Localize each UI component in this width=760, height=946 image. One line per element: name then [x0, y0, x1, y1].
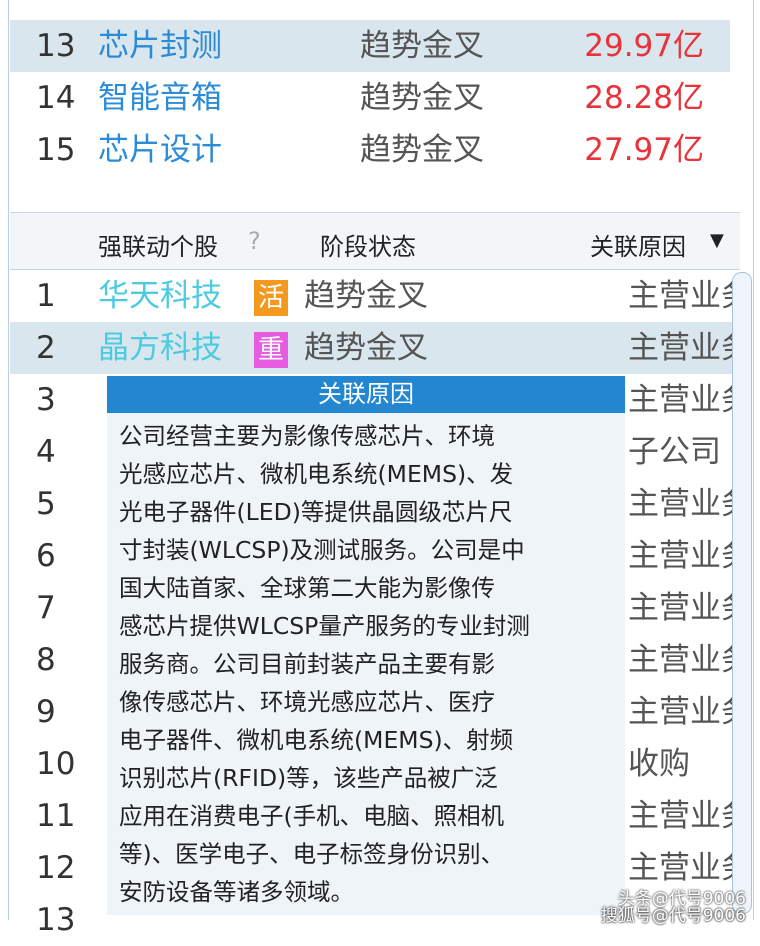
stock-name: 华天科技 — [98, 278, 222, 314]
sector-name: 芯片设计 — [98, 132, 222, 168]
stock-row[interactable]: 1 华天科技活趋势金叉 主营业务 — [10, 270, 752, 322]
stock-row[interactable]: 5 主营业务 — [10, 478, 752, 530]
reason: 主营业务 — [628, 798, 752, 834]
tooltip-body: 公司经营主要为影像传感芯片、环境 光感应芯片、微机电系统(MEMS)、发 光电子器件… — [107, 413, 625, 915]
tooltip-line: 公司经营主要为影像传感芯片、环境 — [119, 422, 495, 450]
stock-row[interactable]: 6 主营业务 — [10, 530, 752, 582]
sector-row[interactable]: 14 智能音箱 趋势金叉 28.28亿 — [10, 72, 730, 124]
rank: 13 — [36, 902, 76, 938]
col-reason[interactable]: 关联原因 — [590, 233, 686, 261]
stock-row[interactable]: 3 主营业务 — [10, 374, 752, 426]
reason: 主营业务 — [628, 486, 752, 522]
stock-row[interactable]: 11 主营业务 — [10, 790, 752, 842]
rank: 12 — [36, 850, 76, 886]
stock-row[interactable]: 4 子公司 — [10, 426, 752, 478]
stock-tag: 活 — [254, 280, 288, 316]
stock-name: 晶方科技 — [98, 330, 222, 366]
rank: 10 — [36, 746, 76, 782]
status: 趋势金叉 — [360, 28, 484, 64]
reason: 主营业务 — [628, 538, 752, 574]
stock-row[interactable]: 9 主营业务 — [10, 686, 752, 738]
watermark: 头条@代号9006 — [617, 889, 746, 909]
rank: 4 — [36, 434, 56, 470]
col-stock[interactable]: 强联动个股 — [98, 233, 218, 261]
tooltip-line: 电子器件、微机电系统(MEMS)、射频 — [119, 726, 514, 754]
tooltip-line: 国大陆首家、全球第二大能为影像传 — [119, 574, 495, 602]
panel-frame — [8, 0, 754, 920]
stock-row[interactable]: 10 收购 — [10, 738, 752, 790]
stock-tag: 重 — [254, 332, 288, 368]
stock-row[interactable]: 2 晶方科技重趋势金叉 主营业务 — [10, 322, 752, 374]
reason: 主营业务 — [628, 590, 752, 626]
chevron-down-icon[interactable]: ▼ — [710, 230, 724, 251]
help-icon[interactable]: ? — [248, 227, 261, 255]
sector-name: 智能音箱 — [98, 80, 222, 116]
stock-row[interactable]: 7 主营业务 — [10, 582, 752, 634]
stock-row[interactable]: 12 主营业务 — [10, 842, 752, 894]
status: 趋势金叉 — [360, 132, 484, 168]
rank: 1 — [36, 278, 56, 314]
status: 趋势金叉 — [360, 80, 484, 116]
reason: 主营业务 — [628, 278, 752, 314]
rank: 9 — [36, 694, 56, 730]
sector-name: 芯片封测 — [98, 28, 222, 64]
sector-row[interactable]: 15 芯片设计 趋势金叉 27.97亿 — [10, 124, 730, 176]
tooltip-line: 光感应芯片、微机电系统(MEMS)、发 — [119, 460, 514, 488]
tooltip-line: 安防设备等诸多领域。 — [119, 878, 354, 906]
tooltip-title: 关联原因 — [107, 376, 625, 413]
reason: 主营业务 — [628, 694, 752, 730]
col-stage[interactable]: 阶段状态 — [320, 233, 416, 261]
tooltip-line: 服务商。公司目前封装产品主要有影 — [119, 650, 495, 678]
reason-tooltip: 关联原因 公司经营主要为影像传感芯片、环境 光感应芯片、微机电系统(MEMS)、发… — [107, 376, 625, 915]
rank: 15 — [36, 132, 76, 168]
tooltip-line: 应用在消费电子(手机、电脑、照相机 — [119, 802, 505, 830]
sector-row[interactable]: 13 芯片封测 趋势金叉 29.97亿 — [10, 20, 730, 72]
status: 趋势金叉 — [304, 278, 428, 314]
stock-row[interactable]: 8 主营业务 — [10, 634, 752, 686]
tooltip-line: 等)、医学电子、电子标签身份识别、 — [119, 840, 505, 868]
tooltip-line: 识别芯片(RFID)等，该些产品被广泛 — [119, 764, 498, 792]
reason: 收购 — [628, 746, 690, 782]
reason: 主营业务 — [628, 850, 752, 886]
status: 趋势金叉 — [304, 330, 428, 366]
tooltip-line: 寸封装(WLCSP)及测试服务。公司是中 — [119, 536, 525, 564]
tooltip-line: 感芯片提供WLCSP量产服务的专业封测 — [119, 612, 530, 640]
rank: 8 — [36, 642, 56, 678]
reason: 主营业务 — [628, 382, 752, 418]
amount: 28.28亿 — [584, 80, 704, 116]
rank: 6 — [36, 538, 56, 574]
reason: 子公司 — [628, 434, 721, 470]
watermark: 搜狐号@代号9006 — [600, 906, 746, 926]
rank: 5 — [36, 486, 56, 522]
rank: 2 — [36, 330, 56, 366]
rank: 7 — [36, 590, 56, 626]
reason: 主营业务 — [628, 642, 752, 678]
rank: 11 — [36, 798, 76, 834]
rank: 13 — [36, 28, 76, 64]
tooltip-line: 光电子器件(LED)等提供晶圆级芯片尺 — [119, 498, 513, 526]
stock-list-header: 强联动个股 ? 阶段状态 关联原因 ▼ — [10, 212, 740, 270]
rank: 14 — [36, 80, 76, 116]
reason: 主营业务 — [628, 330, 752, 366]
amount: 27.97亿 — [584, 132, 704, 168]
tooltip-line: 像传感芯片、环境光感应芯片、医疗 — [119, 688, 495, 716]
scrollbar[interactable] — [732, 272, 752, 914]
amount: 29.97亿 — [584, 28, 704, 64]
rank: 3 — [36, 382, 56, 418]
